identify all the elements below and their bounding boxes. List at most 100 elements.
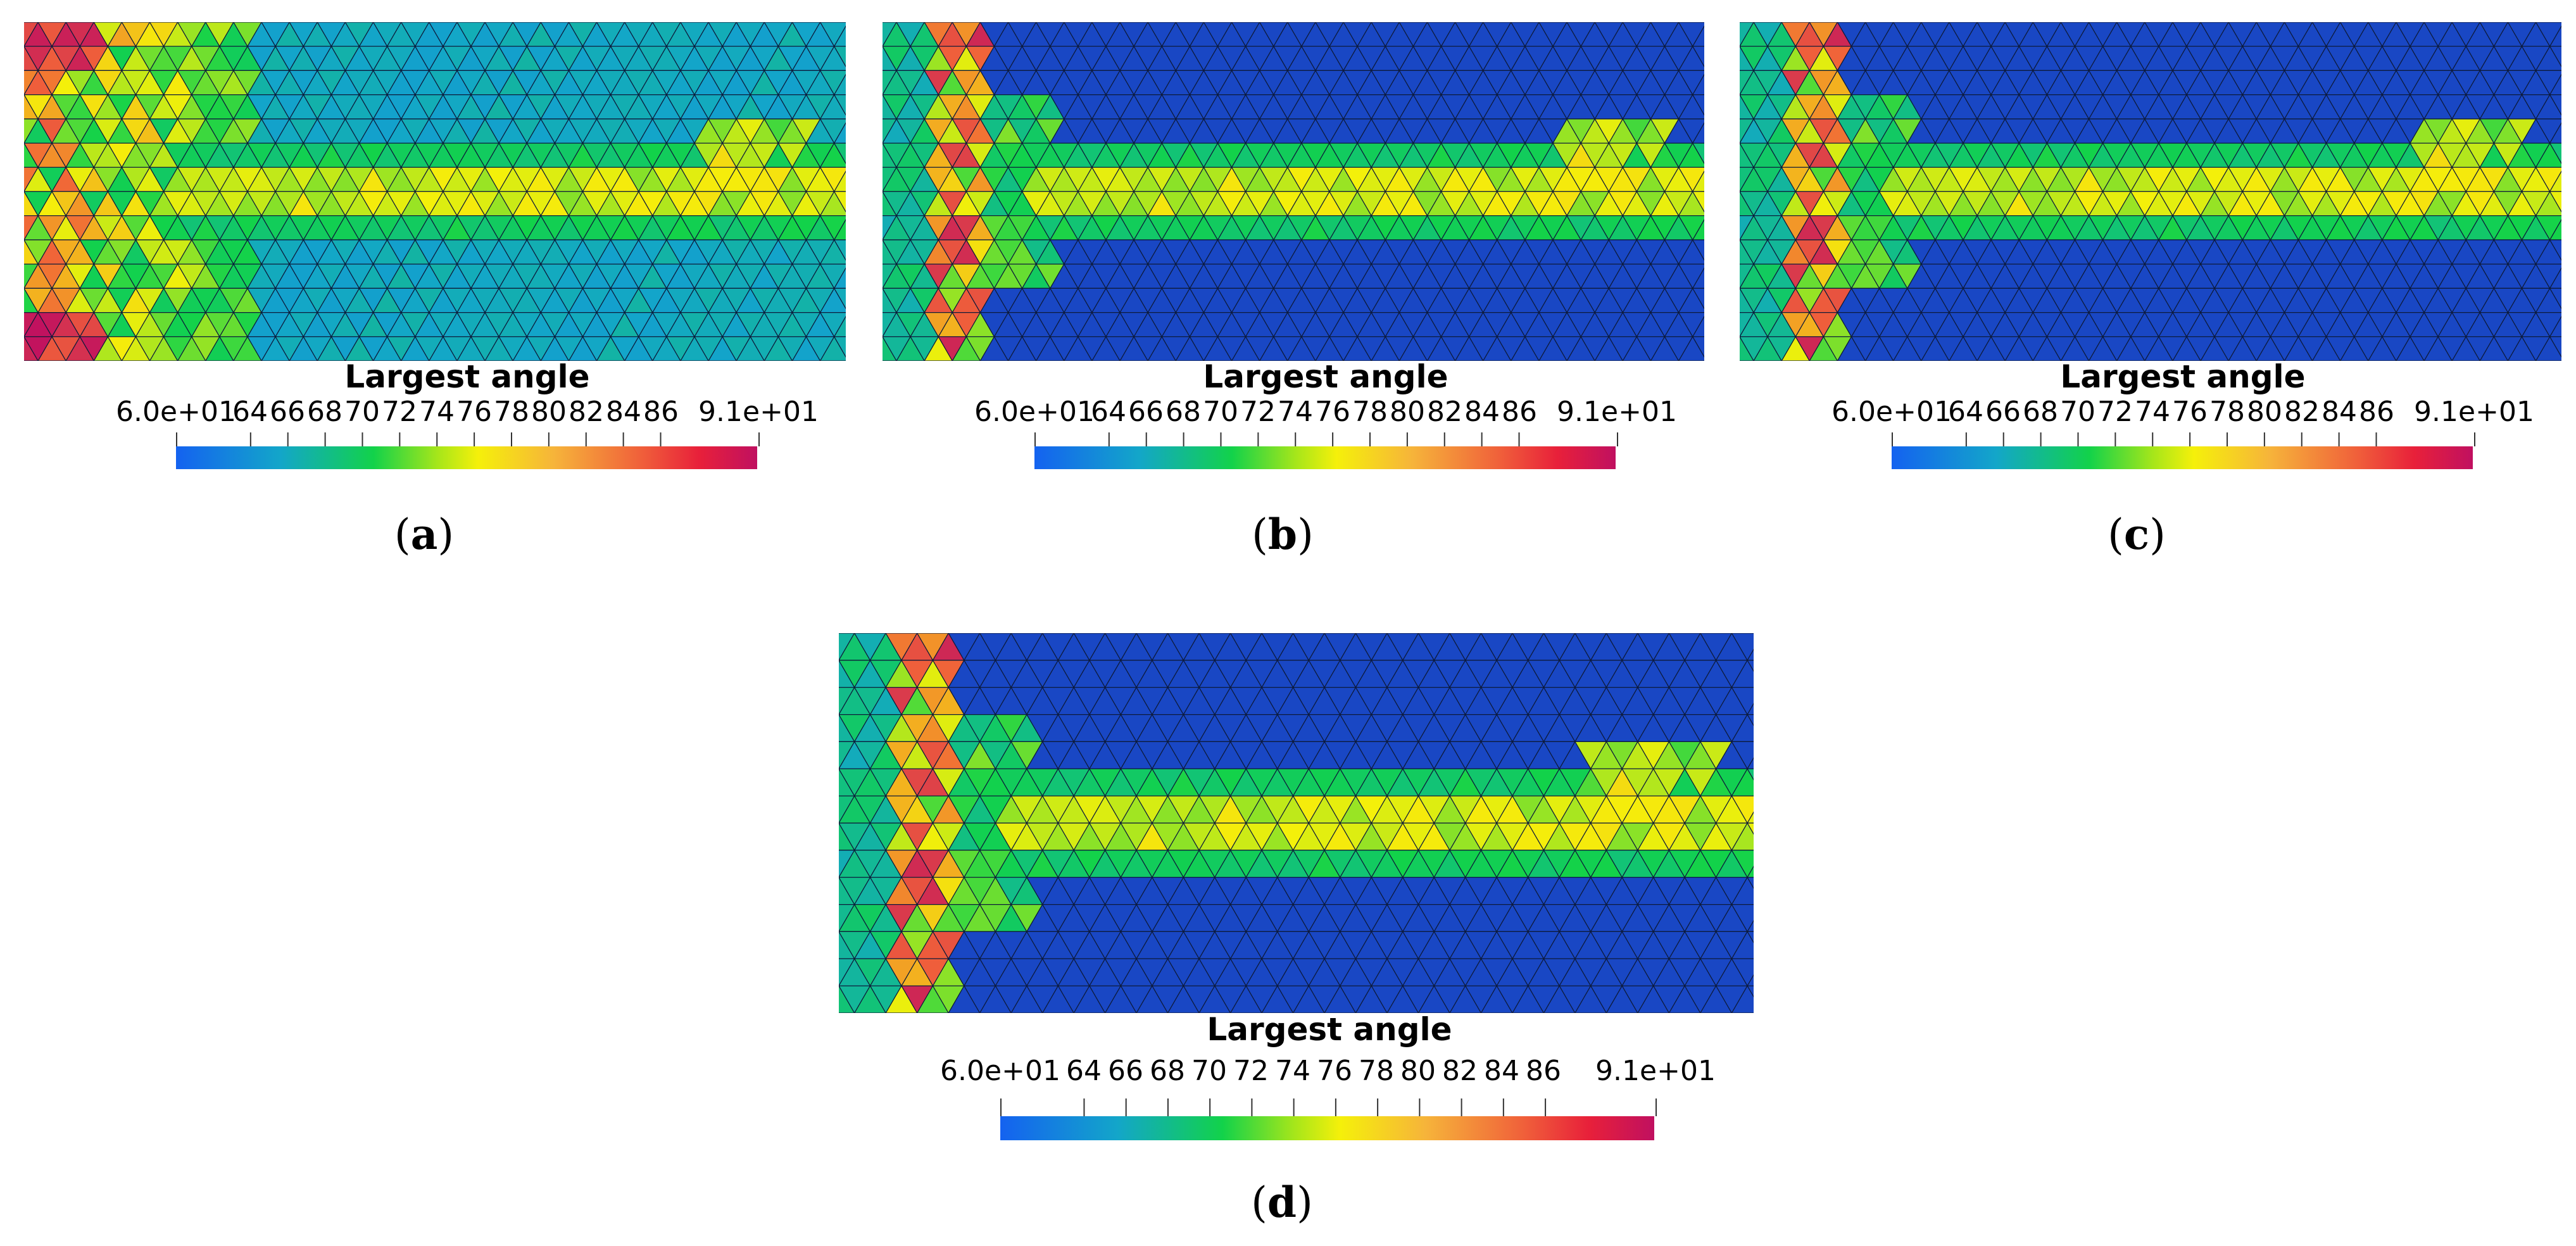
- mesh-triangle: [833, 315, 846, 337]
- tick-label: 86: [643, 396, 679, 428]
- tick-label: 80: [1390, 396, 1425, 428]
- mesh-triangle: [1731, 687, 1754, 715]
- tick-label: 78: [2209, 396, 2245, 428]
- caption-a: (a): [394, 510, 455, 559]
- tick-label: 9.1e+01: [1595, 1055, 1716, 1087]
- mesh-triangle: [833, 170, 846, 192]
- mesh-triangle: [1692, 315, 1704, 337]
- mesh-plot-b: [883, 22, 1704, 361]
- tick-label: 70: [2060, 396, 2095, 428]
- tick-label: 66: [270, 396, 305, 428]
- mesh-triangle: [1731, 850, 1754, 878]
- tick-label: 84: [2322, 396, 2357, 428]
- tick-label: 78: [494, 396, 529, 428]
- tick-label: 80: [2247, 396, 2282, 428]
- mesh-triangle: [2549, 191, 2561, 213]
- tick-label: 76: [1317, 1055, 1352, 1087]
- tick-label: 70: [1203, 396, 1238, 428]
- mesh-triangle: [2549, 73, 2561, 96]
- mesh-triangle: [1747, 714, 1754, 726]
- caption-d: (d): [1251, 1178, 1313, 1227]
- tick-label: 70: [1191, 1055, 1227, 1087]
- mesh-triangle: [2549, 170, 2561, 192]
- tick-label: 66: [1985, 396, 2021, 428]
- colorbar-title-a: Largest angle: [344, 358, 590, 395]
- colorbar-a: [176, 446, 757, 469]
- tick-label: 74: [2135, 396, 2170, 428]
- mesh-triangle: [2549, 336, 2561, 358]
- mesh-triangle: [2549, 142, 2561, 165]
- tick-label: 82: [569, 396, 604, 428]
- colorbar-ticks-c: 6.0e+01 64 66 68 70 72 74 76 78 80 82 84…: [1831, 396, 2534, 428]
- tick-label: 82: [1427, 396, 1462, 428]
- mesh-triangle: [833, 25, 846, 47]
- mesh-triangle: [833, 46, 846, 68]
- mesh-triangle: [1747, 985, 1754, 998]
- mesh-triangle: [833, 191, 846, 213]
- tick-label: 6.0e+01: [116, 396, 236, 428]
- tick-label: 72: [1233, 1055, 1269, 1087]
- mesh-triangle: [833, 287, 846, 310]
- tick-label: 68: [307, 396, 342, 428]
- mesh-plot-c: [1740, 22, 2561, 361]
- mesh-triangle: [1747, 757, 1754, 769]
- colorbar-title-c: Largest angle: [2060, 358, 2306, 395]
- mesh-triangle: [1731, 985, 1754, 1013]
- mesh-triangle: [1747, 811, 1754, 824]
- tick-label: 64: [1948, 396, 1983, 428]
- colorbar-ticks-a: 6.0e+01 64 66 68 70 72 74 76 78 80 82 84…: [116, 396, 819, 428]
- mesh-triangle: [1692, 142, 1704, 165]
- mesh-triangle: [2549, 315, 2561, 337]
- tick-label: 74: [1275, 1055, 1310, 1087]
- mesh-triangle: [1747, 768, 1754, 781]
- tick-label: 82: [1442, 1055, 1478, 1087]
- tick-label: 68: [1150, 1055, 1185, 1087]
- tick-label: 80: [1400, 1055, 1436, 1087]
- tick-label: 6.0e+01: [1831, 396, 1952, 428]
- tick-label: 80: [531, 396, 567, 428]
- mesh-triangle: [1731, 633, 1754, 662]
- mesh-triangle: [2549, 239, 2561, 261]
- caption-b: (b): [1252, 510, 1314, 559]
- tick-label: 6.0e+01: [974, 396, 1095, 428]
- mesh-triangle: [833, 267, 846, 289]
- tick-label: 84: [1484, 1055, 1519, 1087]
- tick-label: 9.1e+01: [2414, 396, 2534, 428]
- tick-label: 64: [232, 396, 268, 428]
- colorbar-c: [1892, 446, 2473, 469]
- tick-label: 76: [1315, 396, 1350, 428]
- mesh-triangle: [1731, 904, 1754, 933]
- tick-label: 76: [456, 396, 492, 428]
- mesh-triangle: [2549, 46, 2561, 68]
- mesh-triangle: [1692, 73, 1704, 96]
- mesh-triangle: [2549, 218, 2561, 241]
- tick-label: 68: [1165, 396, 1201, 428]
- tick-label: 86: [1526, 1055, 1561, 1087]
- caption-c: (c): [2108, 510, 2166, 559]
- mesh-triangle: [2549, 287, 2561, 310]
- mesh-triangle: [833, 94, 846, 116]
- mesh-triangle: [1692, 191, 1704, 213]
- mesh-triangle: [1747, 648, 1754, 661]
- mesh-plot-a: [24, 22, 846, 361]
- mesh-triangle: [1747, 822, 1754, 835]
- mesh-triangle: [2549, 94, 2561, 116]
- mesh-triangle: [1747, 865, 1754, 878]
- mesh-triangle: [1747, 703, 1754, 715]
- tick-label: 9.1e+01: [698, 396, 819, 428]
- colorbar-ticks-b: 6.0e+01 64 66 68 70 72 74 76 78 80 82 84…: [974, 396, 1677, 428]
- tick-label: 6.0e+01: [940, 1055, 1060, 1087]
- colorbar-tickmarks-d: [1000, 1098, 1657, 1116]
- mesh-triangle: [1747, 931, 1754, 943]
- mesh-triangle: [1747, 920, 1754, 932]
- mesh-triangle: [1747, 660, 1754, 672]
- mesh-triangle: [1747, 974, 1754, 986]
- mesh-triangle: [1692, 239, 1704, 261]
- mesh-triangle: [833, 336, 846, 358]
- tick-label: 74: [419, 396, 455, 428]
- tick-label: 66: [1128, 396, 1164, 428]
- mesh-triangle: [1692, 94, 1704, 116]
- mesh-triangle: [1731, 958, 1754, 987]
- colorbar-d: [1000, 1116, 1654, 1140]
- mesh-triangle: [1692, 46, 1704, 68]
